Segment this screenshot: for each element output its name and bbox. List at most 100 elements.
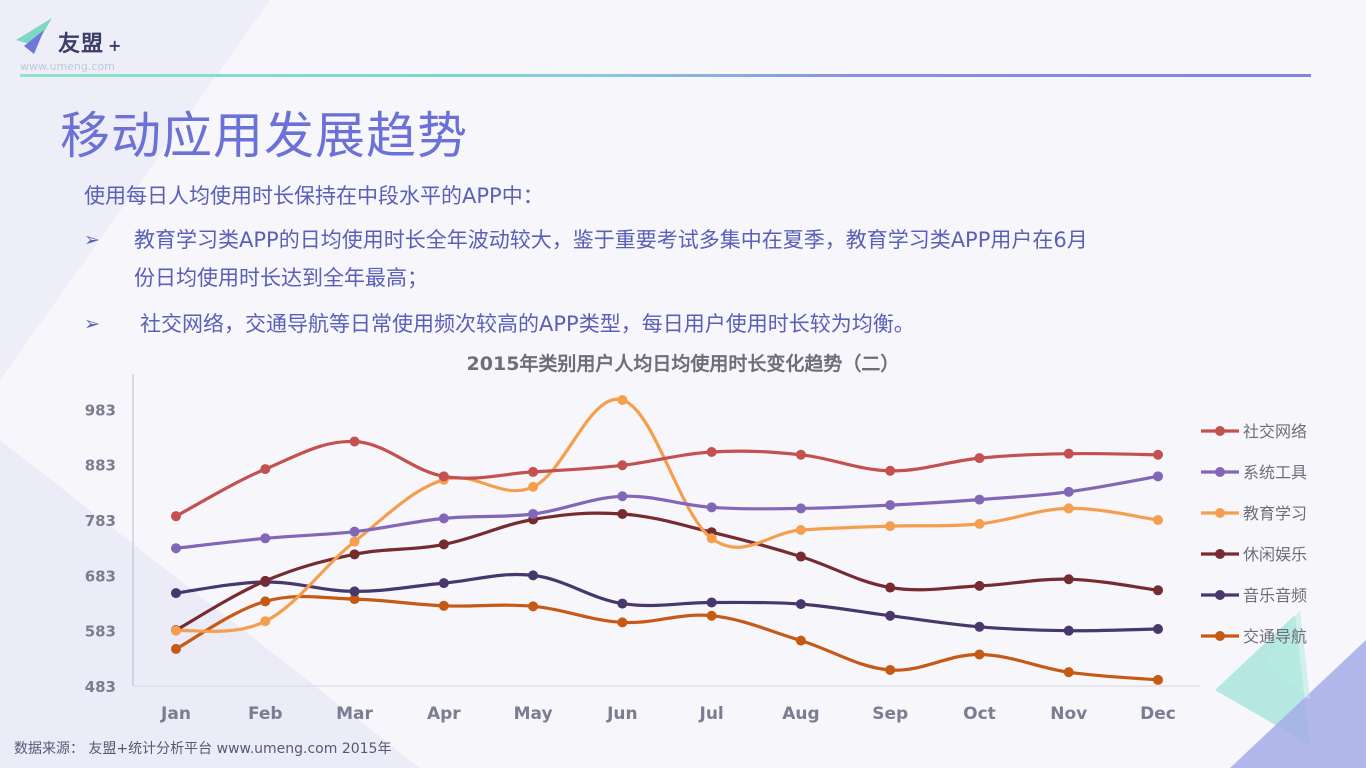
chart-svg: 2015年类别用户人均日均使用时长变化趋势（二） 483 583 683 783 883 9… bbox=[85, 352, 1307, 724]
data-point bbox=[171, 588, 181, 599]
data-point bbox=[438, 600, 449, 611]
data-point bbox=[1063, 625, 1074, 636]
series-line bbox=[174, 474, 1160, 550]
data-point bbox=[260, 464, 271, 475]
x-tick-label: Aug bbox=[782, 704, 819, 724]
data-point bbox=[528, 481, 539, 492]
data-point bbox=[1153, 624, 1163, 635]
data-point bbox=[438, 513, 449, 524]
data-point bbox=[1063, 448, 1074, 459]
data-point bbox=[795, 503, 806, 514]
header-divider bbox=[20, 74, 1311, 77]
data-point bbox=[1153, 674, 1163, 685]
data-point bbox=[1153, 585, 1163, 596]
data-point bbox=[171, 625, 181, 636]
bullet-item-education: ➢ 教育学习类APP的日均使用时长全年波动较大，鉴于重要考试多集中在夏季，教育学… bbox=[84, 221, 1284, 301]
series-line bbox=[174, 594, 1160, 682]
legend-label: 社交网络 bbox=[1243, 422, 1307, 441]
data-point bbox=[885, 582, 896, 593]
data-point bbox=[1063, 503, 1074, 514]
data-point bbox=[1153, 449, 1163, 460]
legend-marker bbox=[1215, 467, 1225, 477]
data-point bbox=[885, 664, 896, 675]
legend-label: 交通导航 bbox=[1243, 627, 1307, 646]
legend-marker bbox=[1215, 549, 1225, 559]
data-point bbox=[349, 586, 360, 597]
bullet-text: 教育学习类APP的日均使用时长全年波动较大，鉴于重要考试多集中在夏季，教育学习类… bbox=[134, 228, 1088, 290]
data-point bbox=[795, 599, 806, 610]
bullet-text: 社交网络，交通导航等日常使用频次较高的APP类型，每日用户使用时长较为均衡。 bbox=[140, 312, 915, 336]
chart-title: 2015年类别用户人均日均使用时长变化趋势（二） bbox=[467, 352, 900, 375]
data-point bbox=[617, 617, 628, 628]
logo-url: www.umeng.com bbox=[20, 60, 115, 73]
x-tick-label: Jul bbox=[699, 704, 724, 724]
legend-label: 音乐音频 bbox=[1243, 586, 1307, 605]
line-chart: 2015年类别用户人均日均使用时长变化趋势（二） 483 583 683 783 883 9… bbox=[0, 340, 1366, 740]
data-point bbox=[885, 465, 896, 476]
legend-label: 教育学习 bbox=[1243, 504, 1307, 523]
data-point bbox=[349, 526, 360, 537]
data-point bbox=[1063, 574, 1074, 585]
data-point bbox=[974, 494, 985, 505]
legend-marker bbox=[1215, 631, 1225, 641]
x-tick-label: Apr bbox=[427, 704, 461, 724]
data-point bbox=[885, 610, 896, 621]
data-point bbox=[706, 502, 717, 513]
data-point bbox=[974, 580, 985, 591]
data-point bbox=[171, 511, 181, 522]
data-point bbox=[974, 453, 985, 464]
y-tick-label: 983 bbox=[85, 401, 116, 419]
x-tick-label: Nov bbox=[1050, 704, 1087, 724]
data-point bbox=[438, 539, 449, 550]
legend-label: 休闲娱乐 bbox=[1243, 545, 1307, 564]
legend-marker bbox=[1215, 426, 1225, 436]
y-tick-label: 683 bbox=[85, 567, 116, 585]
data-point bbox=[349, 594, 360, 605]
data-point bbox=[706, 610, 717, 621]
x-tick-label: Jan bbox=[160, 704, 191, 724]
umeng-logo: 友盟 + www.umeng.com bbox=[14, 16, 154, 76]
data-point bbox=[528, 601, 539, 612]
y-tick-label: 783 bbox=[85, 512, 116, 530]
data-point bbox=[795, 449, 806, 460]
data-point bbox=[1153, 471, 1163, 482]
data-point bbox=[260, 616, 271, 627]
data-point bbox=[706, 533, 717, 544]
arrow-bullet-icon: ➢ bbox=[84, 313, 100, 335]
logo-name: 友盟 + bbox=[58, 32, 123, 57]
data-point bbox=[795, 635, 806, 646]
data-point bbox=[706, 597, 717, 608]
data-point bbox=[974, 649, 985, 660]
data-point bbox=[171, 643, 181, 654]
legend-label: 系统工具 bbox=[1243, 463, 1307, 482]
intro-text: 使用每日人均使用时长保持在中段水平的APP中： bbox=[84, 184, 544, 208]
data-point bbox=[528, 570, 539, 581]
data-point bbox=[617, 508, 628, 519]
bullet-item-social: ➢ 社交网络，交通导航等日常使用频次较高的APP类型，每日用户使用时长较为均衡。 bbox=[84, 305, 1284, 345]
data-point bbox=[617, 598, 628, 609]
data-point bbox=[617, 460, 628, 471]
data-point bbox=[528, 508, 539, 519]
umeng-bird-icon bbox=[16, 18, 52, 54]
data-point bbox=[885, 500, 896, 511]
data-point bbox=[260, 533, 271, 544]
x-tick-label: Mar bbox=[336, 704, 373, 724]
data-point bbox=[349, 436, 360, 447]
data-source-note: 数据来源： 友盟+统计分析平台 www.umeng.com 2015年 bbox=[14, 741, 392, 757]
arrow-bullet-icon: ➢ bbox=[84, 229, 100, 251]
data-point bbox=[795, 525, 806, 535]
page-title: 移动应用发展趋势 bbox=[60, 107, 468, 165]
data-point bbox=[528, 466, 539, 477]
data-point bbox=[260, 596, 271, 607]
data-point bbox=[438, 578, 449, 589]
series-line bbox=[174, 439, 1160, 518]
data-point bbox=[1153, 515, 1163, 526]
data-point bbox=[617, 395, 628, 405]
x-tick-label: Dec bbox=[1140, 704, 1176, 724]
x-tick-label: May bbox=[514, 704, 553, 724]
x-tick-label: Oct bbox=[963, 704, 996, 724]
data-point bbox=[974, 518, 985, 529]
legend-marker bbox=[1215, 508, 1225, 518]
y-tick-label: 583 bbox=[85, 623, 116, 641]
data-point bbox=[706, 447, 717, 457]
